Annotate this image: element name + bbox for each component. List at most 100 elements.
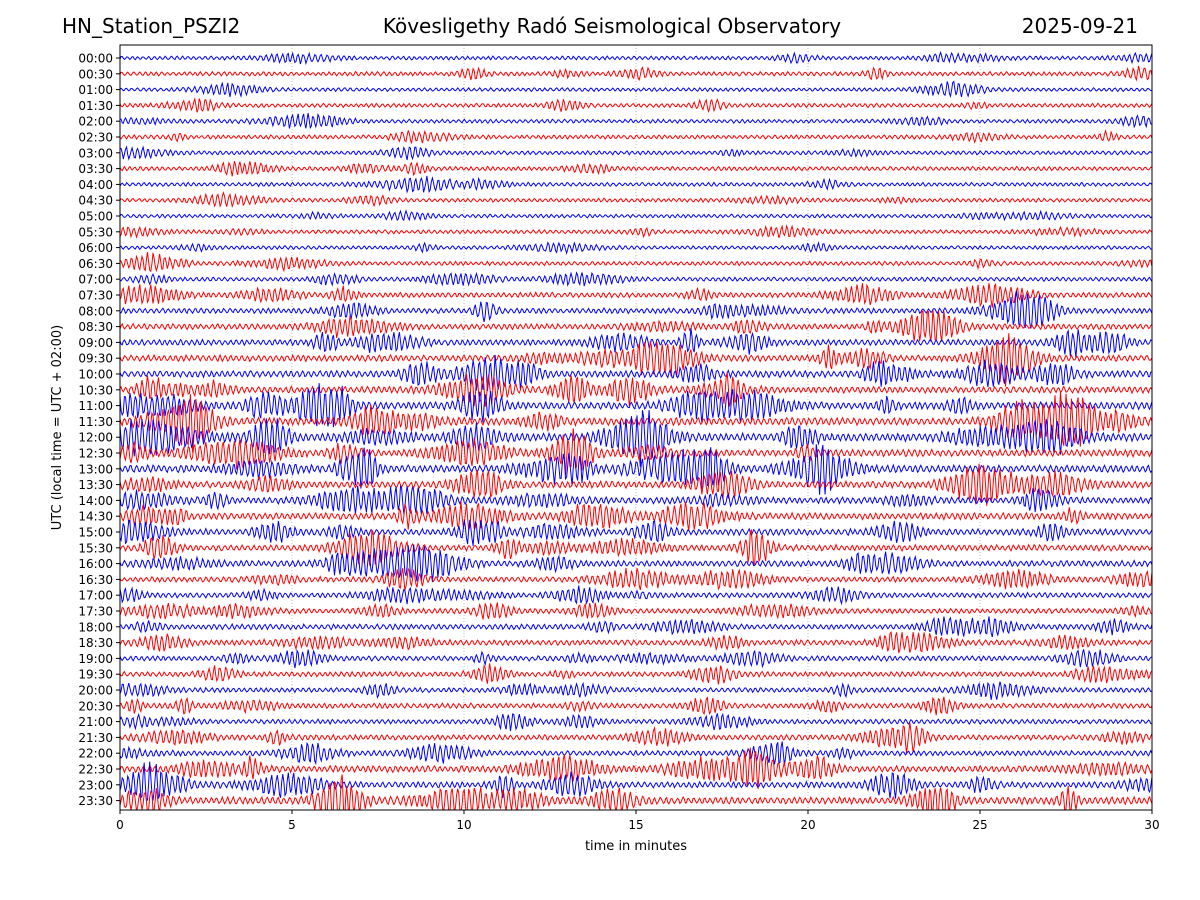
trace-1130 (120, 391, 1152, 453)
y-tick-label: 04:30 (78, 194, 113, 208)
trace-0030 (120, 65, 1152, 82)
observatory-title: Kövesligethy Radó Seismological Observat… (382, 14, 842, 38)
y-tick-label: 22:00 (78, 747, 113, 761)
y-tick-label: 06:30 (78, 257, 113, 271)
trace-0230 (120, 128, 1152, 144)
y-tick-label: 21:30 (78, 731, 113, 745)
x-tick-label: 30 (1144, 818, 1159, 832)
x-tick-label: 0 (116, 818, 124, 832)
y-tick-label: 09:00 (78, 336, 113, 350)
y-tick-label: 04:00 (78, 178, 113, 192)
y-tick-label: 14:00 (78, 494, 113, 508)
trace-1200 (120, 409, 1152, 467)
y-tick-label: 15:30 (78, 541, 113, 555)
y-tick-label: 09:30 (78, 352, 113, 366)
trace-0000 (120, 50, 1152, 66)
y-tick-label: 10:30 (78, 383, 113, 397)
trace-0830 (120, 310, 1152, 342)
trace-1400 (120, 484, 1152, 515)
trace-1930 (120, 663, 1152, 685)
date-title: 2025-09-21 (1021, 14, 1138, 38)
trace-1530 (120, 528, 1152, 567)
y-tick-label: 01:00 (78, 83, 113, 97)
y-tick-label: 02:30 (78, 131, 113, 145)
x-tick-label: 10 (456, 818, 471, 832)
trace-1330 (120, 463, 1152, 506)
x-tick-label: 25 (972, 818, 987, 832)
trace-0930 (120, 333, 1152, 387)
y-tick-label: 06:00 (78, 241, 113, 255)
y-tick-label: 19:00 (78, 652, 113, 666)
y-tick-label: 07:30 (78, 289, 113, 303)
y-tick-label: 18:00 (78, 620, 113, 634)
x-tick-label: 15 (628, 818, 643, 832)
y-tick-label: 15:00 (78, 526, 113, 540)
trace-1230 (120, 428, 1152, 476)
x-axis-label: time in minutes (585, 839, 687, 854)
trace-1030 (120, 372, 1152, 407)
y-tick-label: 00:00 (78, 52, 113, 66)
trace-0600 (120, 241, 1152, 255)
y-axis-label: UTC (local time = UTC + 02:00) (50, 325, 65, 530)
y-tick-label: 14:30 (78, 510, 113, 524)
trace-1600 (120, 544, 1152, 583)
y-tick-label: 05:30 (78, 225, 113, 239)
trace-0630 (120, 252, 1152, 273)
y-tick-label: 13:30 (78, 478, 113, 492)
trace-1100 (120, 383, 1152, 428)
trace-1430 (120, 501, 1152, 531)
x-tick-label: 20 (800, 818, 815, 832)
y-tick-label: 10:00 (78, 368, 113, 382)
trace-0200 (120, 112, 1152, 130)
trace-2230 (120, 747, 1152, 789)
trace-0430 (120, 191, 1152, 209)
y-tick-label: 21:00 (78, 715, 113, 729)
y-tick-label: 16:00 (78, 557, 113, 571)
y-tick-label: 11:00 (78, 399, 113, 413)
trace-0300 (120, 145, 1152, 161)
trace-1630 (120, 567, 1152, 591)
trace-1900 (120, 649, 1152, 669)
trace-1700 (120, 585, 1152, 606)
trace-2330 (120, 774, 1152, 810)
y-tick-label: 05:00 (78, 210, 113, 224)
trace-1830 (120, 631, 1152, 654)
y-tick-label: 11:30 (78, 415, 113, 429)
y-tick-label: 03:30 (78, 162, 113, 176)
trace-2100 (120, 712, 1152, 732)
trace-0730 (120, 283, 1152, 308)
trace-1000 (120, 354, 1152, 392)
y-tick-label: 17:30 (78, 605, 113, 619)
trace-0130 (120, 96, 1152, 113)
y-tick-label: 23:30 (78, 794, 113, 808)
trace-0330 (120, 161, 1152, 177)
y-tick-label: 16:30 (78, 573, 113, 587)
y-tick-label: 23:00 (78, 778, 113, 792)
y-tick-label: 00:30 (78, 67, 113, 81)
x-tick-label: 5 (288, 818, 296, 832)
trace-1500 (120, 519, 1152, 546)
y-tick-label: 20:30 (78, 699, 113, 713)
y-tick-label: 07:00 (78, 273, 113, 287)
y-tick-label: 20:00 (78, 684, 113, 698)
y-tick-label: 22:30 (78, 763, 113, 777)
trace-0800 (120, 290, 1152, 329)
trace-2200 (120, 741, 1152, 766)
y-tick-label: 01:30 (78, 99, 113, 113)
trace-2030 (120, 696, 1152, 716)
y-tick-label: 12:30 (78, 447, 113, 461)
y-tick-label: 18:30 (78, 636, 113, 650)
trace-2000 (120, 681, 1152, 700)
y-tick-label: 08:30 (78, 320, 113, 334)
y-tick-label: 12:00 (78, 431, 113, 445)
trace-0100 (120, 80, 1152, 99)
trace-0500 (120, 209, 1152, 222)
station-title: HN_Station_PSZI2 (62, 14, 241, 38)
trace-0530 (120, 224, 1152, 239)
y-tick-label: 17:00 (78, 589, 113, 603)
trace-0900 (120, 327, 1152, 358)
trace-1730 (120, 602, 1152, 620)
trace-0400 (120, 175, 1152, 194)
y-tick-label: 02:00 (78, 115, 113, 129)
